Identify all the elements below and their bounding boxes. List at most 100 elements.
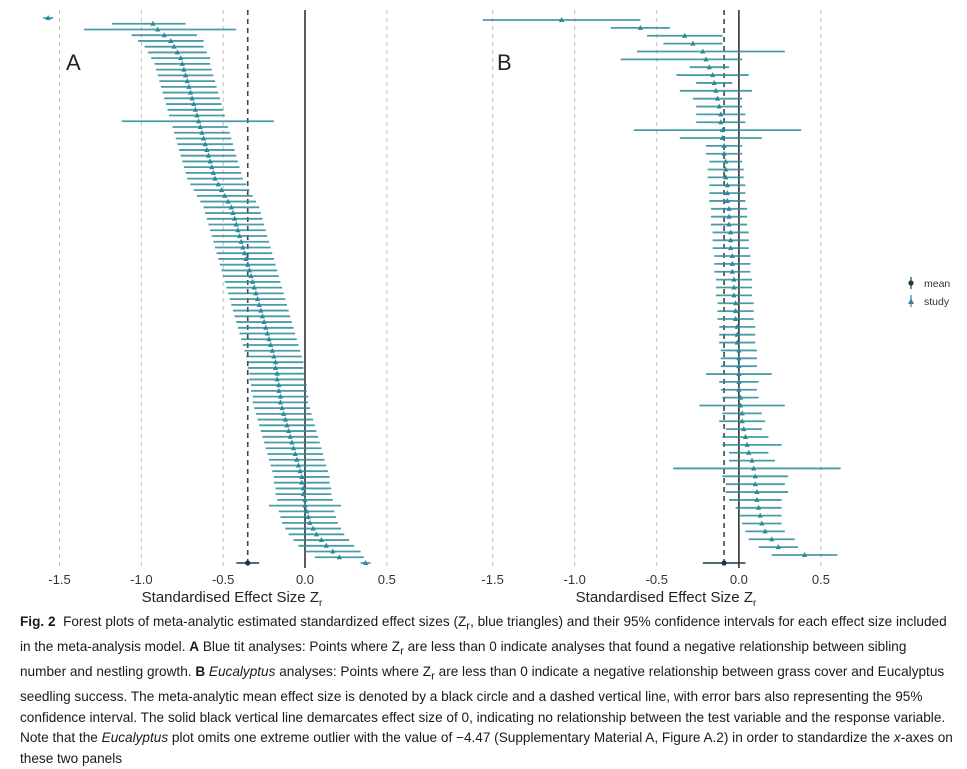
panel-a-study-marker: [253, 290, 259, 296]
panel-b-study-marker: [682, 32, 688, 38]
panel-b-study-marker: [769, 536, 775, 542]
panel-b-study-marker: [739, 418, 745, 424]
panel-a-x-tick-label: -1.0: [130, 572, 152, 587]
panel-b-study-marker: [736, 371, 742, 377]
panel-a-study-marker: [184, 78, 190, 84]
panel-a-study-marker: [266, 336, 272, 342]
panel-a-study-marker: [205, 152, 212, 158]
panel-a-study-marker: [295, 462, 302, 468]
panel-a-x-tick-label: 0.0: [296, 572, 314, 587]
panel-b-study-marker: [734, 339, 740, 345]
panel-a-study-marker: [161, 32, 167, 38]
panel-a-study-marker: [276, 382, 282, 388]
panel-b-label: B: [497, 50, 512, 75]
legend-study-marker: [908, 298, 914, 304]
panel-a-study-marker: [215, 181, 221, 187]
panel-b-study-marker: [721, 142, 727, 148]
panel-b-study-marker: [741, 426, 747, 432]
panel-b-study-marker: [744, 441, 750, 447]
panel-a-study-marker: [272, 359, 279, 365]
panel-a-study-marker: [264, 330, 270, 336]
panel-a-mean-marker: [245, 560, 251, 566]
panel-b-study-marker: [718, 119, 724, 125]
panel-a-study-marker: [200, 135, 207, 141]
panel-a-study-marker: [268, 342, 274, 347]
panel-a-study-marker: [246, 267, 252, 273]
panel-a-study-marker: [282, 416, 288, 422]
panel-b-study-marker: [751, 465, 757, 471]
panel-b-study-marker: [775, 544, 781, 550]
panel-a-study-marker: [302, 502, 308, 508]
panel-a-study-marker: [210, 169, 216, 175]
panel-a-study-marker: [245, 261, 251, 267]
panel-b-study-marker: [739, 410, 745, 416]
panel-b-mean-marker: [721, 560, 727, 566]
legend-study-label: study: [924, 296, 950, 308]
panel-a-study-marker: [281, 410, 287, 416]
panel-b-study-marker: [724, 197, 730, 203]
panel-b-x-tick-label: -1.5: [481, 572, 503, 587]
panel-a-study-marker: [271, 353, 277, 359]
panel-a-study-marker: [225, 198, 231, 204]
panel-b-study-marker: [723, 174, 729, 180]
panel-a-study-marker: [228, 204, 234, 210]
panel-b-study-marker: [734, 323, 740, 329]
panel-a-study-marker: [230, 210, 236, 216]
panel-a-study-marker: [199, 129, 205, 135]
panel-a-study-marker: [277, 399, 284, 405]
panel-a-study-marker: [259, 313, 266, 319]
panel-b-study-marker: [700, 48, 706, 54]
panel-a-study-marker: [286, 428, 292, 434]
panel-a-study-marker: [297, 468, 303, 474]
panel-b-study-marker: [732, 315, 739, 321]
panel-b-study-marker: [736, 347, 742, 353]
panel-a-study-marker: [300, 491, 306, 497]
panel-b-study-marker: [706, 64, 712, 70]
panel-b-study-marker: [558, 17, 565, 22]
panel-b-study-marker: [719, 135, 726, 141]
panel-a-study-marker: [299, 473, 305, 479]
panel-b-study-marker: [759, 520, 765, 526]
panel-a-study-marker: [310, 525, 316, 531]
panel-b-study-marker: [711, 79, 717, 85]
panel-b-x-tick-label: 0.5: [812, 572, 830, 587]
panel-a-study-marker: [240, 244, 246, 250]
panel-b-study-marker: [732, 300, 739, 306]
panel-b-study-marker: [754, 489, 760, 495]
panel-b-study-marker: [710, 72, 716, 78]
panel-b-study-marker: [752, 473, 758, 479]
panel-a-study-marker: [178, 55, 184, 61]
forest-plot-figure: -1.5 -1.0 -0.5 0.0 0.5 -1.5 -1.0 -0.5 0.0 0.5 A …: [43, 10, 950, 609]
panel-a-study-marker: [323, 542, 329, 548]
panel-a-study-marker: [251, 284, 257, 290]
panel-b-study-marker: [726, 205, 732, 211]
panel-a-study-marker: [276, 387, 282, 393]
panel-a-study-marker: [274, 370, 280, 376]
panel-a-study-marker: [362, 560, 369, 565]
panel-a-study-marker: [263, 324, 269, 330]
panel-a-study-marker: [171, 43, 177, 49]
panel-b-x-tick-label: -0.5: [646, 572, 668, 587]
panel-b-study-marker: [718, 111, 724, 117]
panel-a-study-marker: [254, 296, 261, 302]
panel-a-study-marker: [212, 175, 218, 181]
panel-a-study-marker: [318, 537, 324, 543]
panel-a-study-marker: [299, 479, 305, 485]
panel-a-study-marker: [287, 433, 293, 439]
panel-a-study-marker: [197, 124, 203, 129]
panel-b-study-marker: [723, 166, 729, 172]
panel-a-study-marker: [289, 439, 295, 445]
panel-b-study-marker: [729, 253, 735, 259]
panel-a-study-marker: [330, 548, 336, 554]
panel-b-study-marker: [714, 95, 721, 101]
panel-a-study-marker: [269, 347, 275, 353]
panel-b-study-marker: [801, 552, 808, 557]
panel-b-study-marker: [723, 158, 729, 164]
panel-b-study-marker: [731, 284, 737, 290]
panel-b-x-axis-label: Standardised Effect Size Zr: [576, 589, 757, 609]
panel-a-study-marker: [202, 141, 208, 147]
panel-b-study-marker: [728, 237, 734, 243]
panel-a-study-marker: [290, 445, 297, 451]
panel-a-study-marker: [191, 101, 197, 107]
panel-a-study-marker: [238, 238, 244, 244]
